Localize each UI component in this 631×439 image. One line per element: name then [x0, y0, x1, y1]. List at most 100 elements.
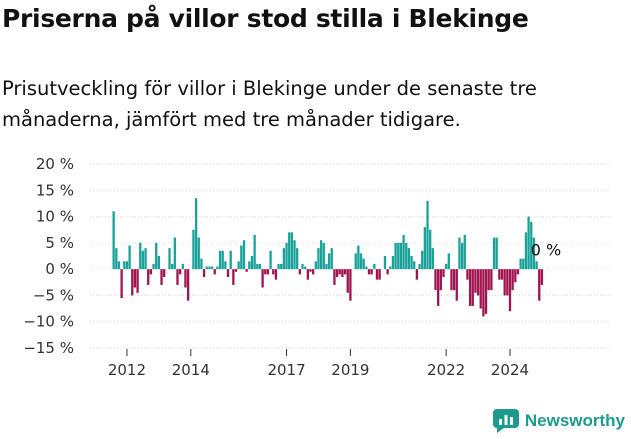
bar	[524, 232, 528, 270]
last-value-label: 0 %	[531, 241, 561, 260]
bar	[309, 269, 312, 272]
bar	[458, 237, 461, 270]
x-tick-label: 2024	[491, 361, 529, 379]
bar	[266, 269, 270, 275]
bar	[375, 269, 379, 280]
bar	[437, 269, 440, 306]
y-tick-label: 5 %	[45, 234, 74, 252]
bar	[282, 248, 286, 270]
bar	[224, 261, 227, 270]
bar	[405, 242, 408, 270]
bar	[365, 266, 368, 270]
bar	[261, 269, 264, 288]
bar	[155, 242, 158, 270]
bar	[184, 269, 187, 288]
bar	[540, 269, 544, 285]
bar	[181, 263, 184, 270]
bar	[157, 256, 161, 270]
bar	[226, 269, 230, 278]
bar	[179, 269, 182, 275]
bar	[530, 221, 533, 270]
bar	[330, 248, 333, 270]
bar	[176, 269, 179, 285]
bar	[389, 266, 392, 270]
bar	[349, 269, 352, 301]
bar	[354, 253, 357, 270]
bar	[141, 250, 145, 270]
bar	[487, 269, 490, 291]
bar	[218, 250, 222, 270]
bar	[173, 237, 176, 270]
y-tick-label: 0 %	[45, 260, 74, 278]
bar	[373, 263, 376, 270]
bar	[522, 258, 525, 270]
y-tick-label: 10 %	[36, 208, 74, 226]
bar	[476, 269, 480, 296]
bar	[288, 232, 291, 270]
bar	[306, 269, 309, 280]
bar	[144, 248, 147, 270]
bar	[221, 250, 224, 270]
bar	[434, 269, 437, 291]
bar	[301, 263, 304, 270]
bar	[229, 250, 232, 270]
bar	[452, 269, 456, 291]
bar	[413, 261, 416, 270]
bar	[343, 269, 347, 275]
x-tick-label: 2014	[172, 361, 210, 379]
bar	[250, 256, 254, 270]
bar	[327, 253, 331, 270]
bar	[285, 242, 288, 270]
bar	[256, 263, 259, 270]
bar	[147, 269, 150, 285]
bar	[240, 245, 243, 270]
bar	[500, 269, 504, 280]
bar	[317, 248, 320, 270]
bar	[511, 269, 514, 291]
bar	[128, 245, 131, 270]
bar	[484, 269, 488, 314]
bar	[394, 242, 397, 270]
bar	[117, 261, 121, 270]
bar	[205, 266, 208, 270]
bar	[532, 237, 536, 270]
bar	[463, 234, 466, 270]
bar	[367, 269, 371, 275]
bar	[133, 269, 137, 288]
bar	[120, 269, 123, 299]
bar	[139, 242, 142, 270]
bar	[391, 256, 395, 270]
bar	[514, 269, 517, 283]
y-tick-label: 20 %	[36, 155, 74, 173]
bar	[192, 229, 195, 270]
bar	[418, 263, 421, 270]
bar	[333, 269, 336, 285]
bar	[325, 263, 328, 270]
bar	[258, 263, 262, 270]
bar	[386, 269, 389, 275]
bar	[527, 216, 530, 270]
bar	[506, 269, 509, 296]
bar	[479, 269, 482, 309]
bar	[535, 261, 538, 270]
bar	[402, 234, 405, 270]
chart-title: Priserna på villor stod stilla i Bleking…	[2, 4, 529, 33]
x-tick-label: 2019	[331, 361, 369, 379]
newsworthy-logo-icon	[492, 409, 519, 433]
bar	[538, 269, 541, 301]
bar	[234, 269, 238, 272]
bar	[450, 269, 453, 291]
bar	[136, 269, 139, 293]
bar	[168, 248, 171, 270]
bar	[474, 269, 477, 293]
bar	[293, 240, 296, 270]
bar	[482, 269, 485, 317]
bar	[216, 266, 219, 270]
bar	[415, 269, 419, 280]
bar	[410, 256, 413, 270]
bar	[492, 237, 496, 270]
bar	[245, 269, 248, 272]
bar	[495, 237, 498, 270]
bar	[338, 269, 341, 275]
